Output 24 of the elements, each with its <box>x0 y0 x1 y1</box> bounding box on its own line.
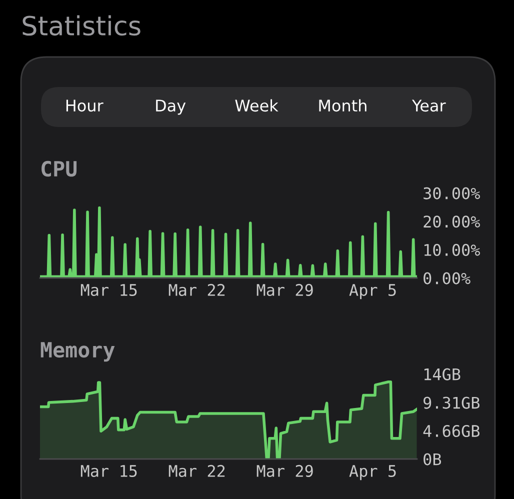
y-tick-label: 0.00% <box>424 272 470 284</box>
y-tick-label: 10.00% <box>424 244 480 256</box>
y-tick-label: 14GB <box>424 368 460 380</box>
x-tick-label: Apr 5 <box>349 284 396 300</box>
x-tick-label: Mar 29 <box>256 464 313 478</box>
y-tick-label: 30.00% <box>424 187 480 200</box>
x-tick-label: Mar 29 <box>256 284 313 296</box>
chart-title: Memory <box>40 342 115 362</box>
chart-title: CPU <box>42 160 77 177</box>
y-tick-label: 4.66GB <box>423 424 480 438</box>
text: Day <box>156 100 186 115</box>
x-tick-label: Mar 22 <box>168 284 225 296</box>
y-tick-label: 20.00% <box>424 216 480 228</box>
y-tick-label: 0B <box>424 453 442 466</box>
text: Year <box>412 100 446 112</box>
x-tick-label: Mar 15 <box>80 465 137 478</box>
x-tick-label: Mar 22 <box>168 464 225 478</box>
y-tick-label: 9.31GB <box>424 396 480 409</box>
x-tick-label: Apr 5 <box>349 465 396 480</box>
text: Month <box>319 99 366 112</box>
text: Statistics <box>22 15 140 36</box>
text: Hour <box>66 100 104 112</box>
text: Week <box>235 99 278 112</box>
x-tick-label: Mar 15 <box>80 284 137 296</box>
